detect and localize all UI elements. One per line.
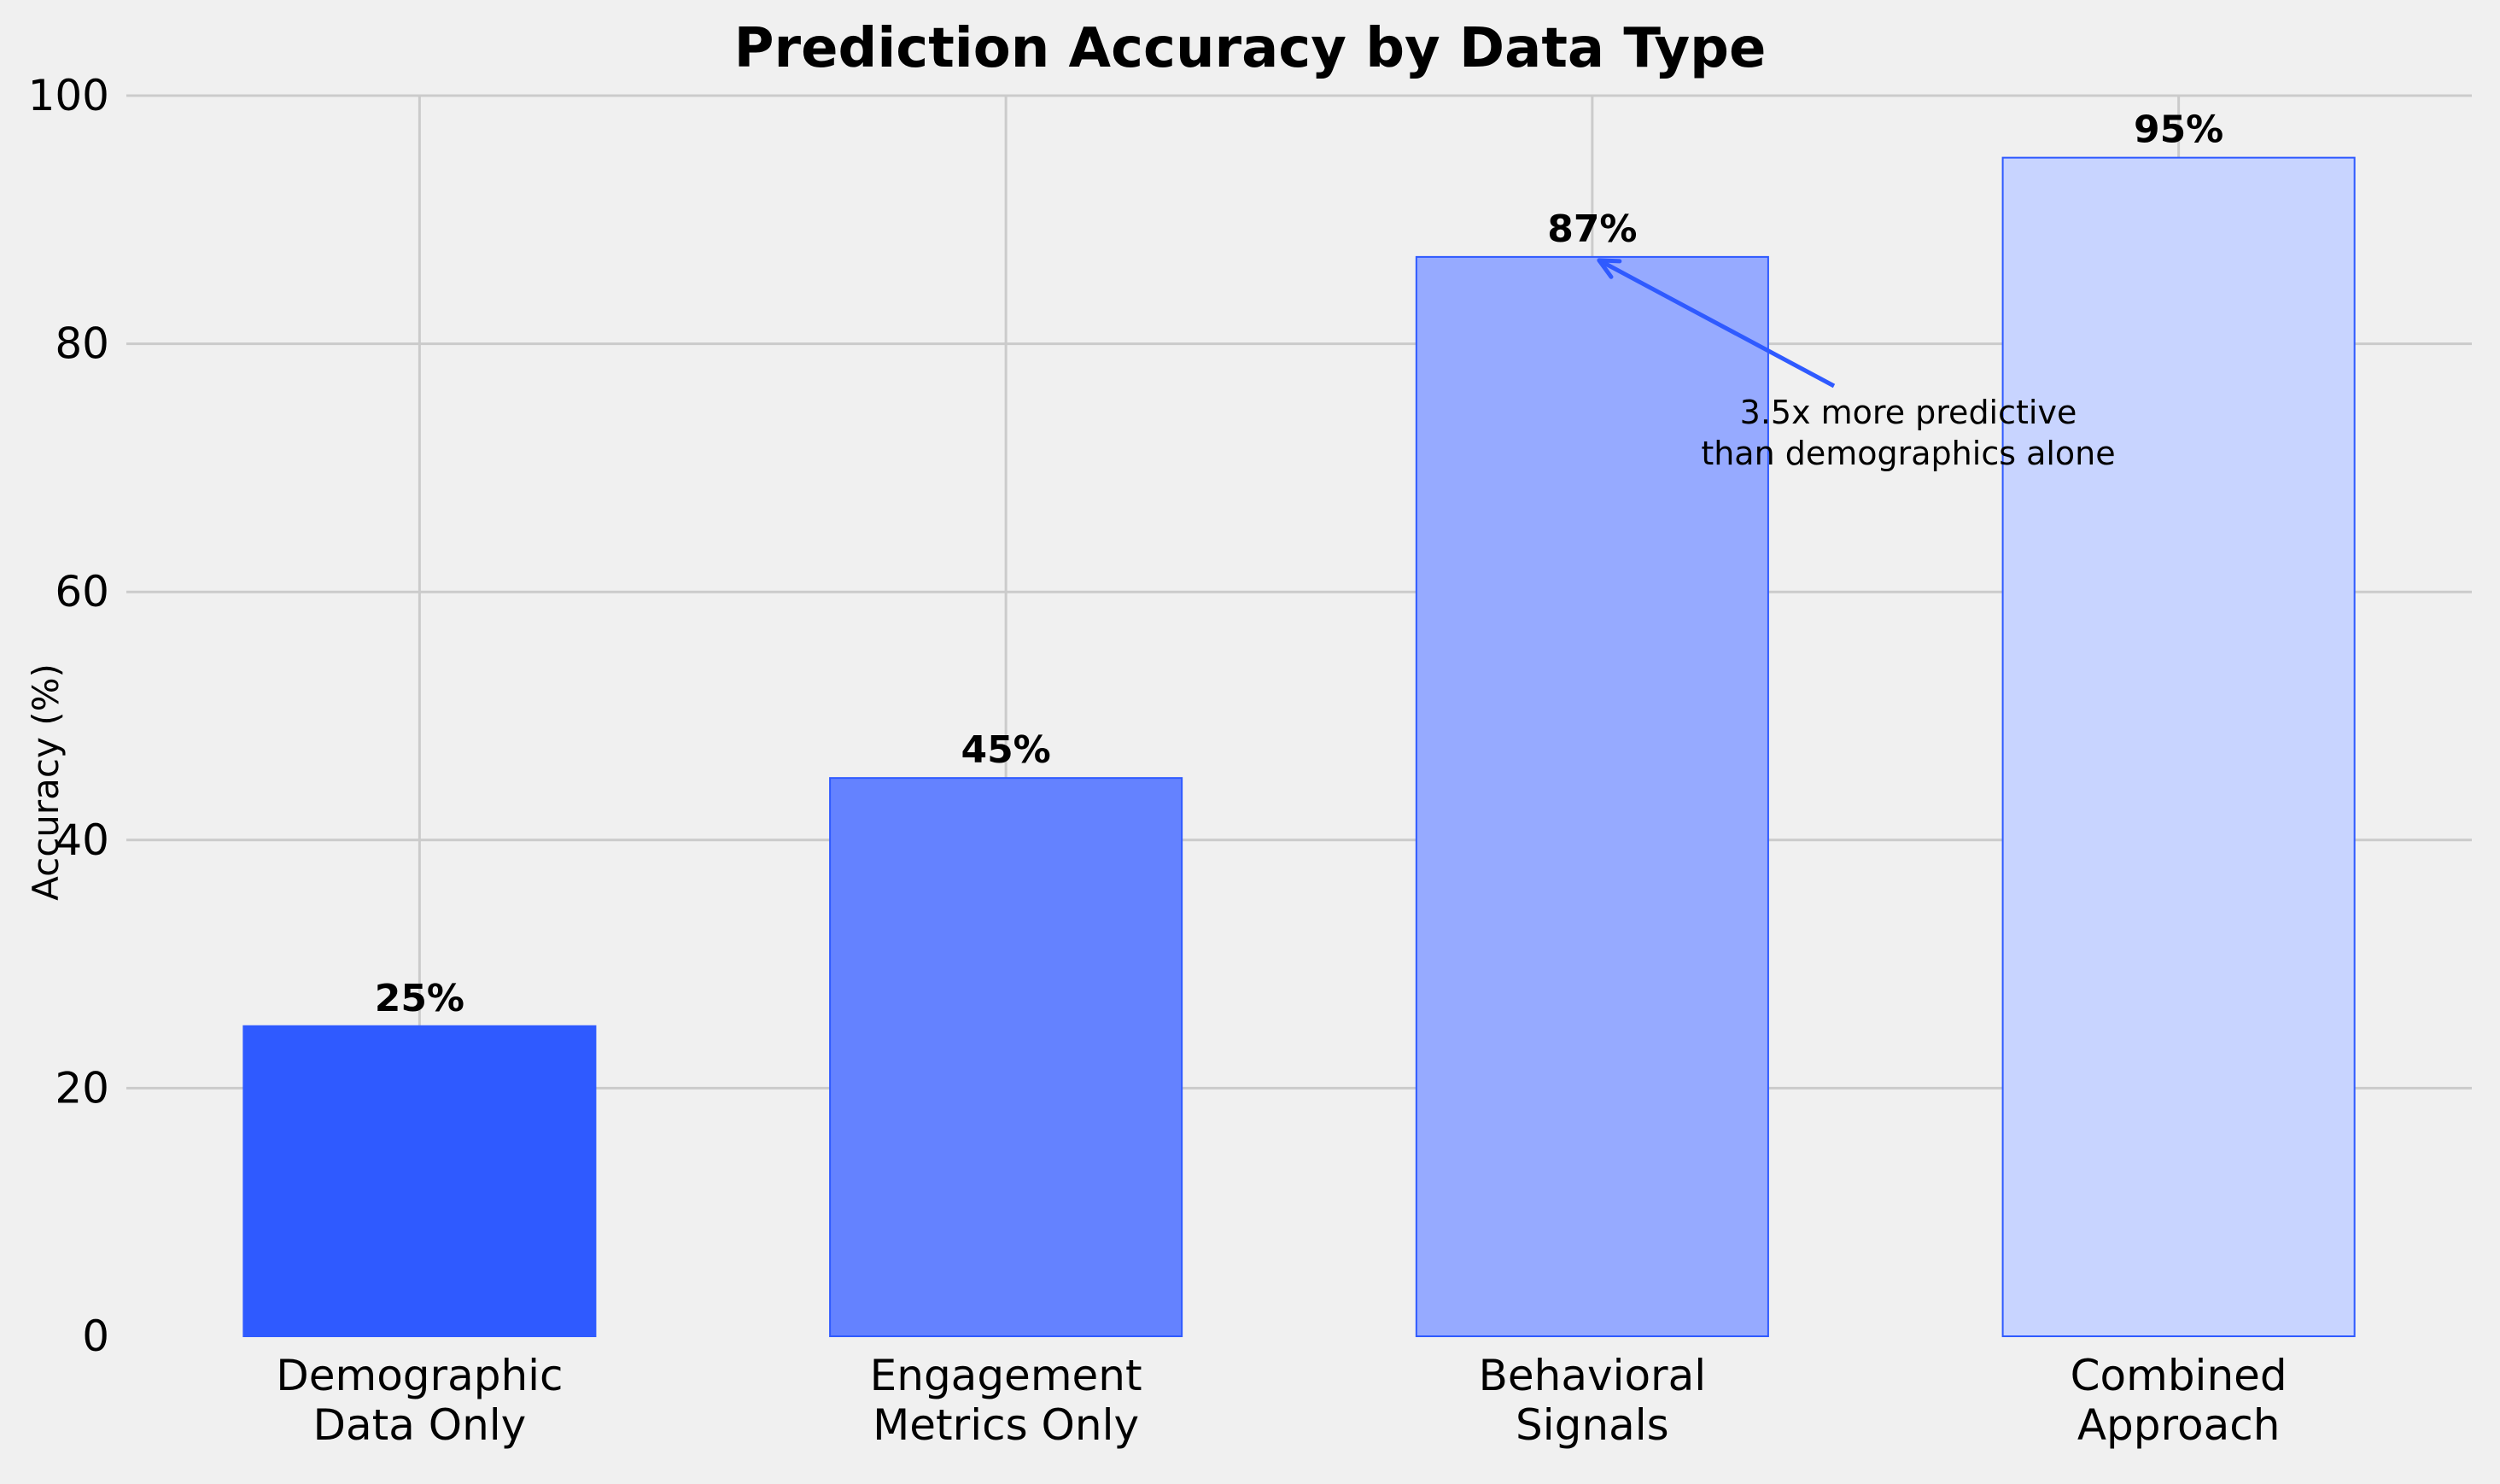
bar-1 (829, 777, 1183, 1337)
x-axis-ticks: Demographic Data Only Engagement Metrics On… (276, 1351, 2287, 1450)
bar-2 (1415, 255, 1769, 1337)
value-label-2: 87% (1547, 207, 1637, 251)
annotation: 3.5x more predictive than demographics al… (1597, 258, 2116, 472)
value-label-3: 95% (2134, 108, 2223, 152)
x-tick-label-3: Combined Approach (2071, 1351, 2287, 1450)
x-tick-label-line: Combined (2071, 1351, 2287, 1400)
y-tick-label-4: 80 (55, 319, 109, 369)
value-labels: 25% 45% 87% 95% (375, 108, 2224, 1020)
y-tick-label-3: 60 (55, 567, 109, 616)
x-tick-label-line: Data Only (312, 1400, 526, 1450)
bars-group (242, 156, 2356, 1337)
annotation-text-line: than demographics alone (1701, 435, 2115, 472)
y-tick-label-5: 100 (28, 71, 109, 120)
x-tick-label-line: Signals (1516, 1400, 1669, 1450)
bar-0 (242, 1025, 597, 1337)
value-label-0: 25% (375, 977, 464, 1020)
annotation-arrow-head (1597, 258, 1622, 279)
annotation-text-line: 3.5x more predictive (1740, 394, 2077, 431)
x-tick-label-2: Behavioral Signals (1479, 1351, 1707, 1450)
y-tick-label-1: 20 (55, 1063, 109, 1113)
y-axis-ticks: 0 20 40 60 80 100 (28, 71, 109, 1361)
x-tick-label-0: Demographic Data Only (276, 1351, 563, 1450)
x-tick-label-line: Metrics Only (873, 1400, 1139, 1450)
annotation-text: 3.5x more predictive than demographics al… (1701, 394, 2115, 472)
y-tick-label-0: 0 (82, 1312, 109, 1361)
value-label-1: 45% (961, 728, 1050, 772)
x-tick-label-line: Behavioral (1479, 1351, 1707, 1400)
x-tick-label-1: Engagement Metrics Only (870, 1351, 1142, 1450)
x-tick-label-line: Approach (2077, 1400, 2281, 1450)
y-tick-label-2: 40 (55, 815, 109, 865)
x-tick-label-line: Demographic (276, 1351, 563, 1400)
x-tick-label-line: Engagement (870, 1351, 1142, 1400)
bar-3 (2001, 156, 2356, 1337)
annotation-arrow-line (1598, 258, 1836, 389)
chart-title: Prediction Accuracy by Data Type (734, 17, 1767, 80)
y-axis-label: Accuracy (%) (25, 663, 67, 901)
